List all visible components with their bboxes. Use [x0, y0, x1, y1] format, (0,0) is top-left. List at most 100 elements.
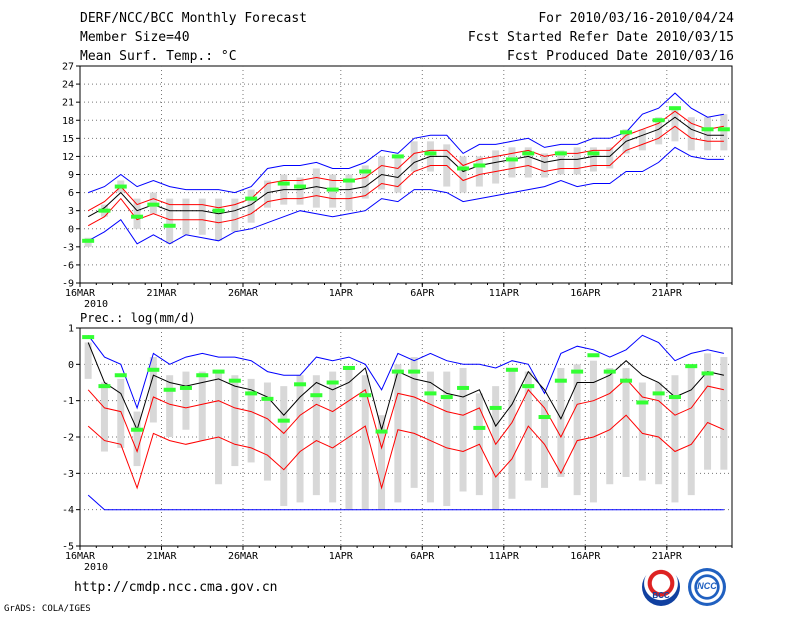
prec-observed-marker: [98, 384, 111, 389]
prec-ytick-label: -1: [62, 396, 74, 407]
prec-range-box: [704, 353, 712, 470]
temp-range-box: [394, 156, 402, 193]
temp-range-box: [475, 156, 483, 187]
prec-range-box: [394, 364, 402, 503]
temp-observed-marker: [98, 208, 111, 213]
prec-observed-marker: [114, 373, 127, 378]
temp-ytick-label: 27: [62, 62, 74, 73]
temp-range-box: [312, 168, 320, 208]
prec-year-label: 2010: [84, 562, 108, 573]
prec-observed-marker: [163, 387, 176, 392]
prec-range-box: [655, 382, 663, 485]
temp-range-box: [508, 147, 516, 178]
prec-range-box: [361, 375, 369, 510]
temp-observed-marker: [245, 196, 258, 201]
prec-xtick-label: 26MAR: [228, 551, 259, 562]
temp-range-box: [166, 198, 174, 244]
temp-observed-marker: [424, 151, 437, 156]
prec-range-box: [573, 364, 581, 496]
temp-series-lower: [87, 125, 724, 227]
prec-observed-marker: [375, 429, 388, 434]
prec-range-box: [671, 375, 679, 503]
temp-range-box: [606, 147, 614, 169]
temp-range-box: [345, 174, 353, 211]
prec-range-box: [622, 367, 630, 477]
prec-range-box: [296, 375, 304, 503]
temp-ytick-label: 6: [68, 188, 74, 199]
temp-range-box: [638, 129, 646, 151]
temp-ytick-label: 24: [62, 80, 74, 91]
prec-observed-marker: [440, 395, 453, 400]
temp-panel: [76, 65, 733, 287]
prec-range-box: [263, 382, 271, 481]
temp-ytick-label: 15: [62, 134, 74, 145]
temp-range-box: [247, 189, 255, 223]
prec-observed-marker: [131, 427, 144, 432]
prec-observed-marker: [571, 369, 584, 374]
temp-observed-marker: [359, 169, 372, 174]
prec-series-mean: [87, 342, 725, 432]
temp-xtick-label: 16APR: [570, 288, 601, 299]
temp-observed-marker: [522, 151, 535, 156]
temp-observed-marker: [587, 151, 600, 156]
temp-xtick-label: 21MAR: [146, 288, 177, 299]
prec-range-box: [508, 367, 516, 499]
prec-panel-title: Prec.: log(mm/d): [80, 311, 196, 325]
temp-observed-marker: [114, 184, 127, 189]
temp-ytick-label: 9: [68, 170, 74, 181]
prec-observed-marker: [147, 367, 160, 372]
prec-xtick-label: 16APR: [570, 551, 601, 562]
ncc-logo: NCC: [688, 568, 726, 606]
temp-range-box: [459, 156, 467, 193]
temp-observed-marker: [457, 166, 470, 171]
variable-label: Mean Surf. Temp.: °C: [80, 49, 237, 64]
temp-range-box: [557, 150, 565, 175]
prec-range-box: [166, 375, 174, 437]
temp-series-mean: [87, 116, 724, 218]
prec-range-box: [459, 367, 467, 492]
prec-ytick-label: -5: [62, 542, 74, 553]
fcst-produced-date: Fcst Produced Date 2010/03/16: [507, 49, 734, 64]
prec-observed-marker: [505, 367, 518, 372]
prec-range-box: [720, 357, 728, 470]
prec-observed-marker: [636, 400, 649, 405]
prec-observed-marker: [342, 365, 355, 370]
prec-series-max: [87, 334, 725, 410]
temp-ytick-label: -3: [62, 242, 74, 253]
temp-plot-frame: [79, 65, 733, 284]
prec-observed-marker: [310, 393, 323, 398]
temp-range-box: [133, 198, 141, 229]
prec-ytick-label: -3: [62, 469, 74, 480]
temp-observed-marker: [294, 184, 307, 189]
prec-range-box: [410, 357, 418, 488]
prec-series-lower: [87, 414, 725, 490]
prec-observed-marker: [212, 369, 225, 374]
temp-ytick-label: 3: [68, 206, 74, 217]
prec-range-box: [492, 386, 500, 510]
prec-observed-marker: [179, 385, 192, 390]
prec-range-box: [198, 371, 206, 441]
forecast-period: For 2010/03/16-2010/04/24: [538, 11, 734, 26]
prec-observed-marker: [326, 380, 339, 385]
prec-xtick-label: 6APR: [410, 551, 435, 562]
temp-series-min: [87, 146, 724, 245]
prec-range-box: [443, 371, 451, 507]
prec-range-box: [426, 371, 434, 503]
prec-range-box: [215, 371, 223, 485]
temp-observed-marker: [717, 127, 730, 132]
temp-series-max: [88, 92, 724, 194]
temp-ytick-label: 0: [68, 224, 74, 235]
temp-range-box: [720, 114, 728, 151]
temp-observed-marker: [473, 163, 486, 168]
prec-series-min: [87, 494, 724, 511]
prec-range-box: [687, 367, 695, 496]
temp-observed-marker: [147, 202, 160, 207]
temp-observed-marker: [277, 181, 290, 186]
prec-ytick-label: 1: [68, 324, 74, 335]
member-size-label: Member Size=40: [80, 30, 190, 45]
temp-xtick-label: 11APR: [489, 288, 520, 299]
temp-range-box: [361, 165, 369, 199]
prec-range-box: [182, 371, 190, 430]
source-url[interactable]: http://cmdp.ncc.cma.gov.cn: [74, 580, 278, 595]
temp-range-box: [589, 147, 597, 172]
